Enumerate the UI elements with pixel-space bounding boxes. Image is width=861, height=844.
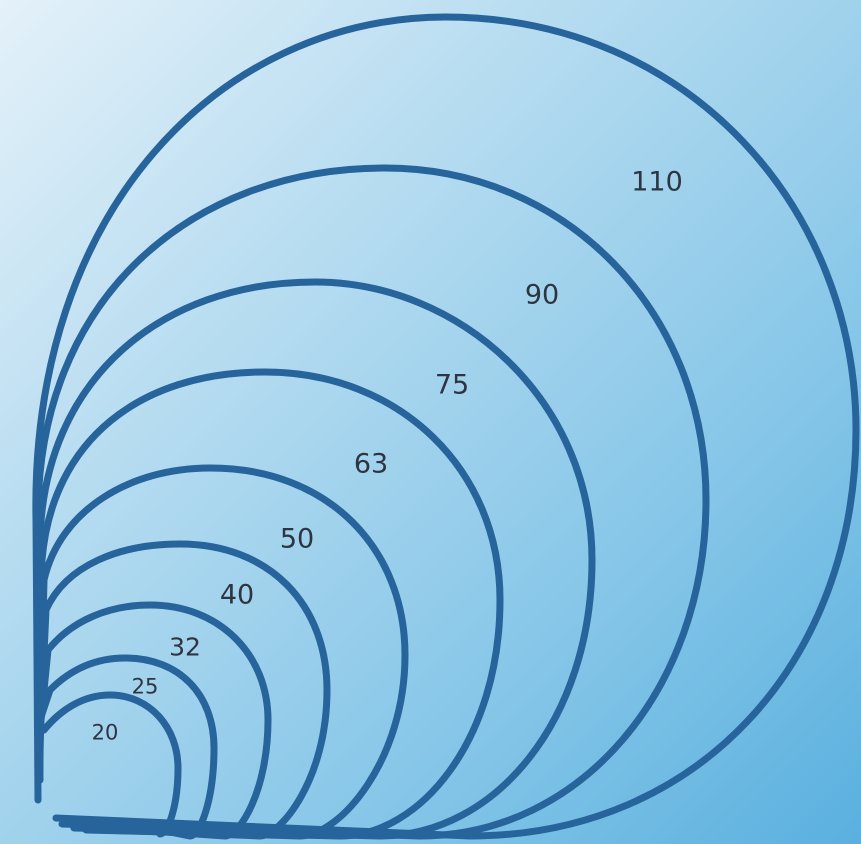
ring-label-25: 25	[131, 674, 159, 699]
ring-label-40: 40	[219, 579, 255, 611]
ring-90	[34, 164, 710, 840]
ring-20	[40, 691, 182, 838]
ring-label-90: 90	[524, 279, 560, 311]
ring-label-110: 110	[631, 166, 683, 198]
ring-32	[36, 601, 272, 840]
ring-label-20: 20	[91, 720, 119, 745]
ring-label-63: 63	[353, 448, 389, 480]
ring-75	[36, 278, 596, 840]
rings-group	[32, 13, 860, 840]
ring-label-50: 50	[279, 523, 315, 555]
ring-110	[32, 13, 860, 840]
ring-50	[36, 464, 409, 840]
ring-63	[36, 368, 504, 840]
ring-40	[36, 540, 331, 840]
ring-25	[36, 654, 218, 840]
ring-label-32: 32	[169, 632, 201, 662]
ring-label-75: 75	[434, 369, 470, 401]
